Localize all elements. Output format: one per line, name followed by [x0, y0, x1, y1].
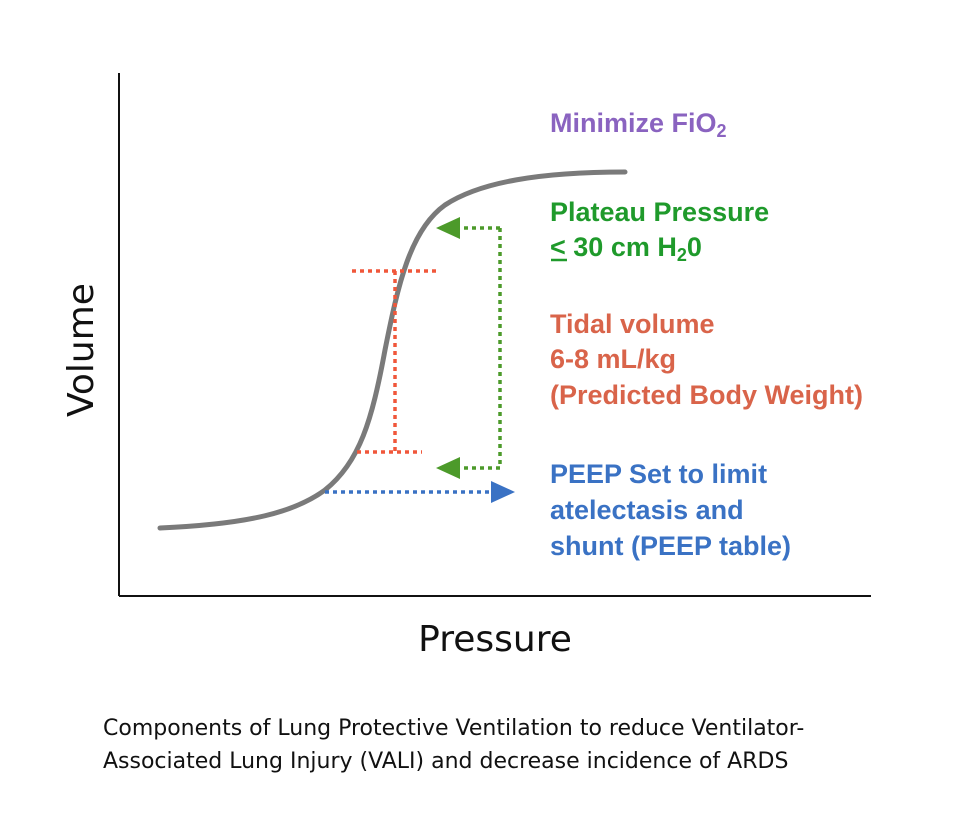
- tidal-label-line2: 6-8 mL/kg: [550, 344, 676, 374]
- y-axis-title: Volume: [61, 283, 102, 417]
- plateau-label-line1: Plateau Pressure: [550, 197, 769, 227]
- caption-line1: Components of Lung Protective Ventilatio…: [103, 716, 805, 741]
- caption-line2: Associated Lung Injury (VALI) and decrea…: [103, 749, 789, 774]
- peep-marker: [325, 481, 515, 503]
- tidal-volume-marker: [352, 269, 438, 454]
- less-or-equal-symbol: <: [550, 232, 566, 262]
- h2-subscript: 2: [677, 245, 687, 265]
- plateau-bottom-arrowhead: [436, 457, 460, 479]
- tidal-label-line1: Tidal volume: [550, 309, 715, 339]
- fio2-subscript: 2: [717, 121, 727, 141]
- peep-label-line3: shunt (PEEP table): [550, 531, 791, 561]
- figure-caption: Components of Lung Protective Ventilatio…: [103, 712, 943, 778]
- fio2-label: Minimize FiO2: [550, 108, 727, 141]
- pressure-volume-curve: [157, 169, 628, 531]
- x-axis-title: Pressure: [418, 619, 572, 660]
- plateau-label-line2: < 30 cm H20: [550, 232, 702, 265]
- peep-arrowhead: [491, 481, 515, 503]
- plateau-pressure-marker: [436, 217, 502, 479]
- peep-label-line1: PEEP Set to limit: [550, 459, 767, 489]
- tidal-label-line3: (Predicted Body Weight): [550, 380, 863, 410]
- peep-label-line2: atelectasis and: [550, 495, 744, 525]
- plateau-top-arrowhead: [436, 217, 460, 239]
